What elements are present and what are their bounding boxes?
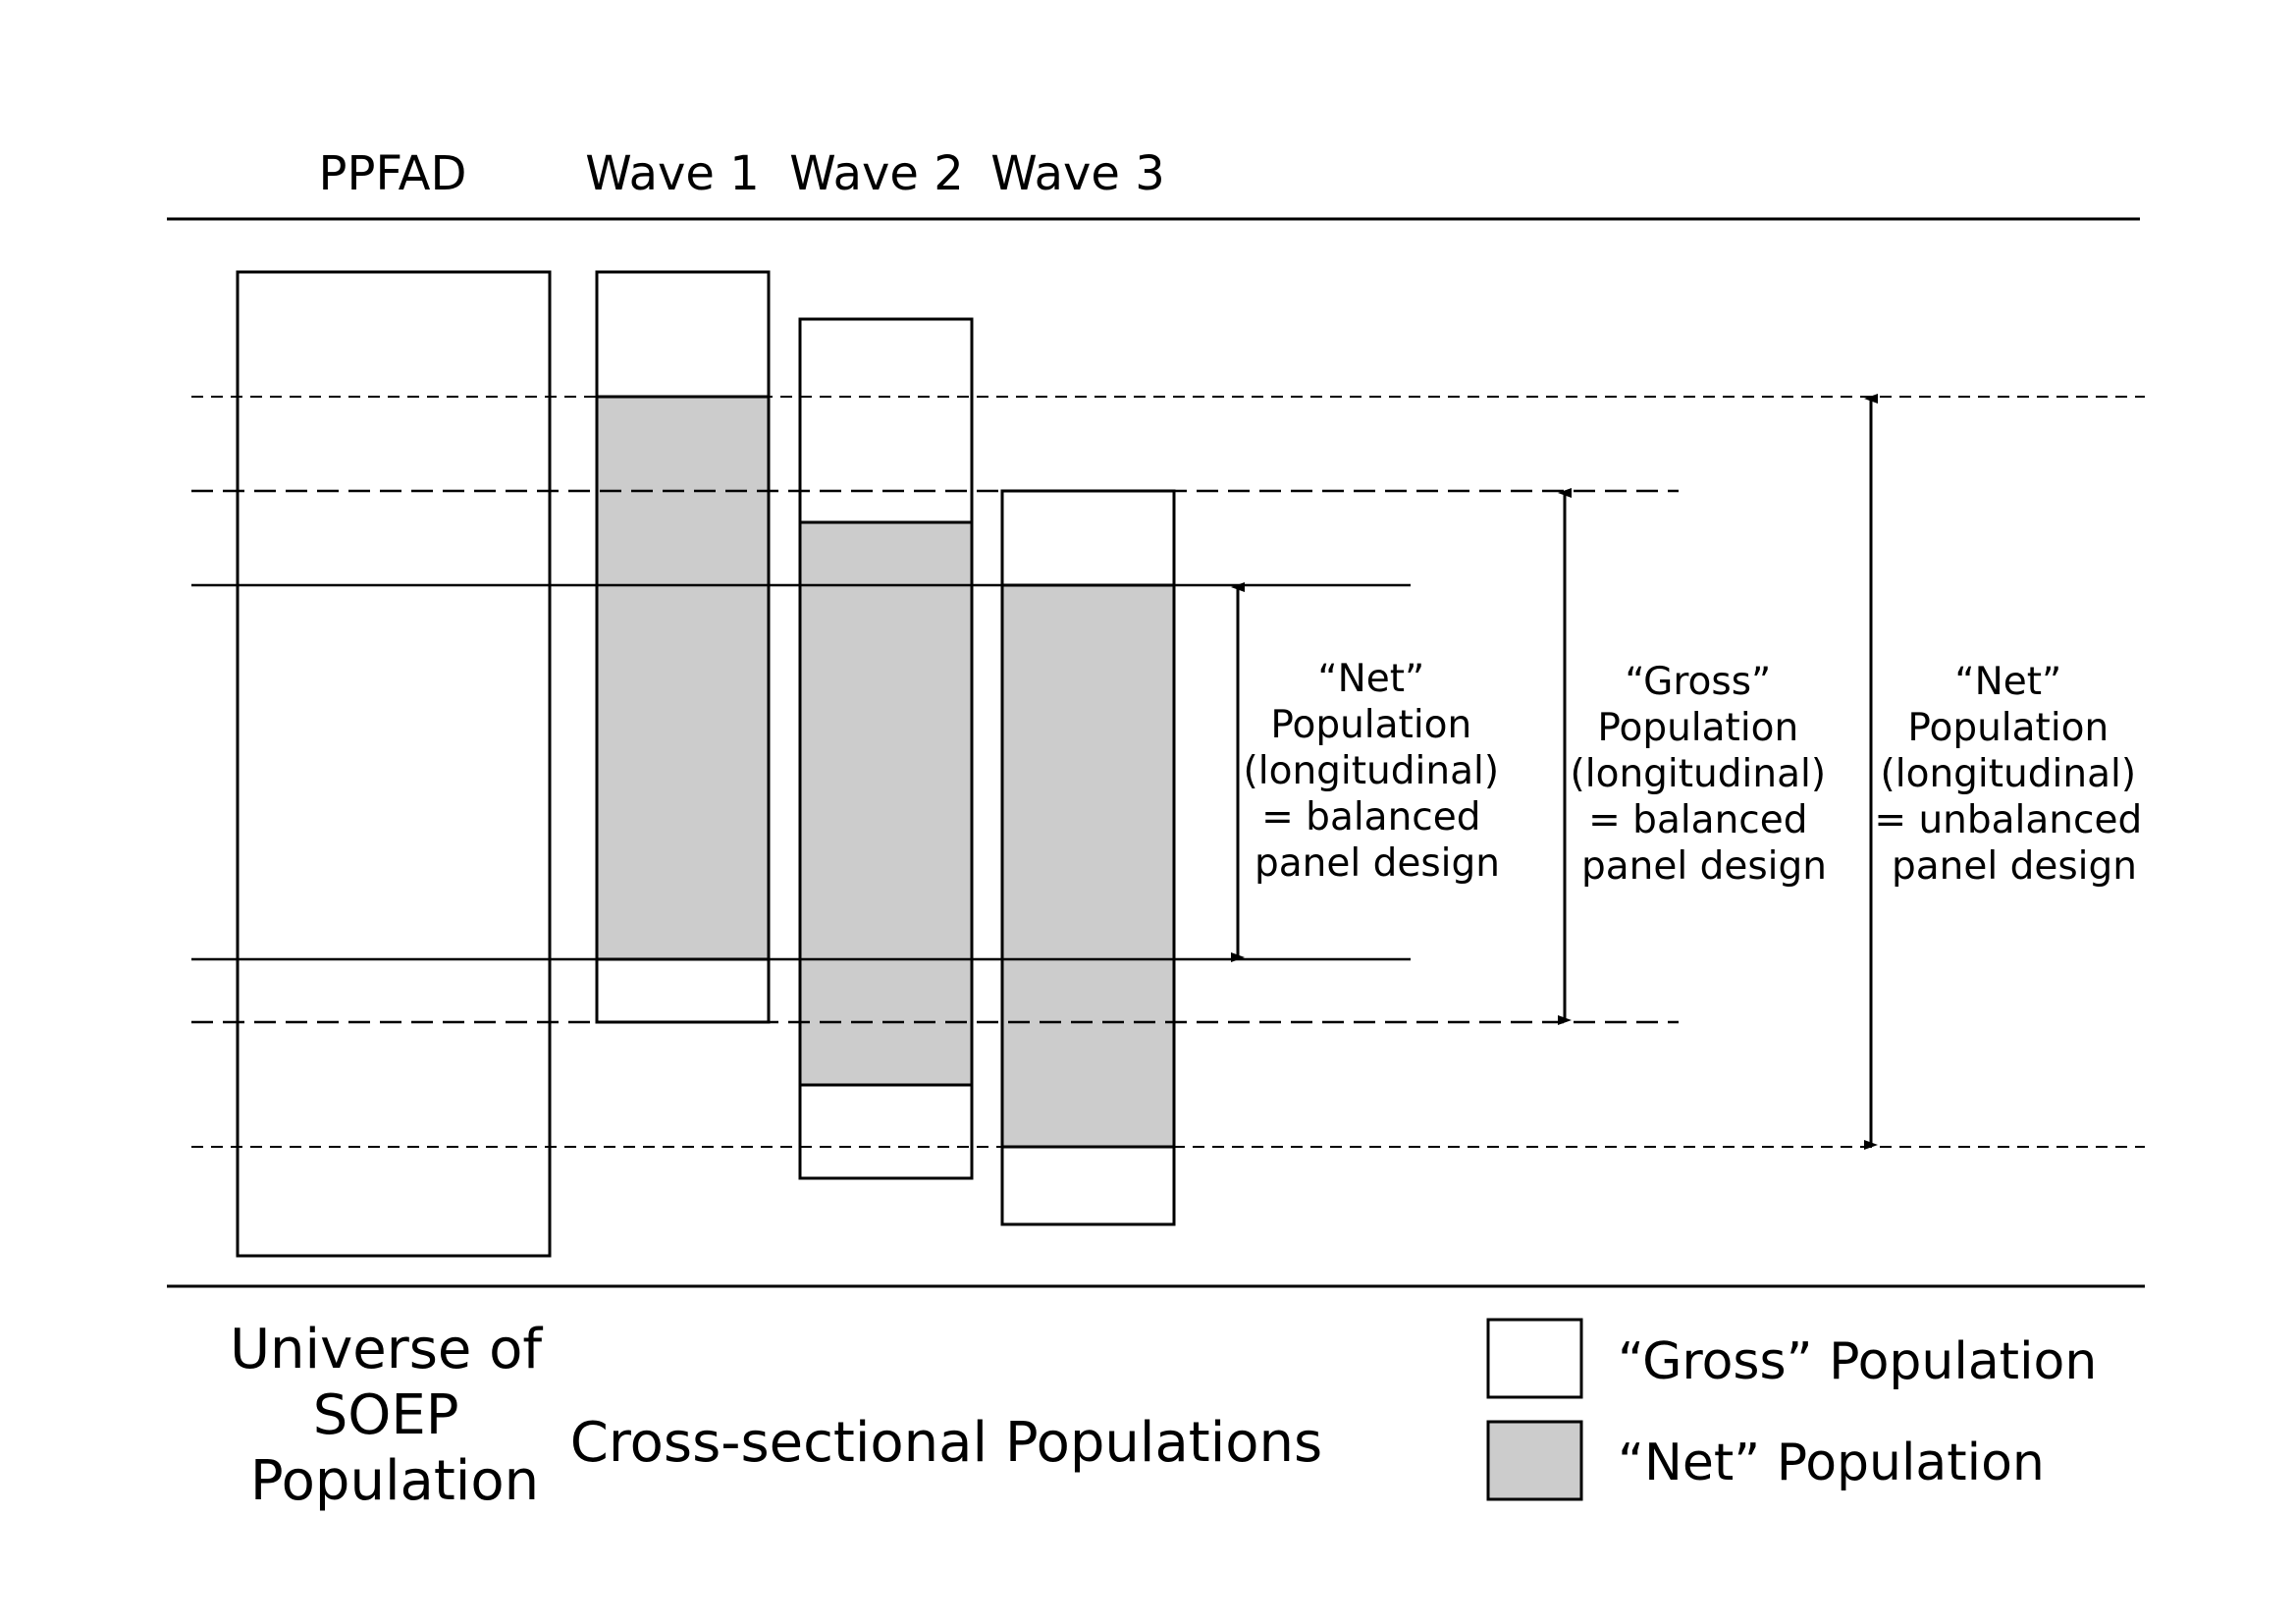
caption-cross-sectional: Cross-sectional Populations bbox=[570, 1411, 1322, 1475]
legend-net-swatch bbox=[1486, 1420, 1583, 1501]
header-wave-2: Wave 2 bbox=[789, 146, 964, 201]
header-ppfad: PPFAD bbox=[319, 146, 467, 201]
wave3-net-box bbox=[1000, 583, 1176, 1149]
header-wave-3: Wave 3 bbox=[990, 146, 1165, 201]
annotation-gross-balanced: “Gross” Population (longitudinal) = bala… bbox=[1571, 660, 1839, 889]
wave2-net-box bbox=[798, 520, 974, 1087]
legend-gross-swatch bbox=[1486, 1318, 1583, 1399]
annotation-net-unbalanced: “Net” Population (longitudinal) = unbala… bbox=[1874, 660, 2154, 889]
universe-box bbox=[236, 270, 552, 1258]
legend-net-label: “Net” Population bbox=[1618, 1434, 2045, 1492]
caption-universe: Universe of SOEP Population bbox=[230, 1318, 560, 1513]
wave1-net-box bbox=[595, 395, 771, 961]
annotation-net-balanced: “Net” Population (longitudinal) = balanc… bbox=[1244, 657, 1512, 886]
legend-gross-label: “Gross” Population bbox=[1618, 1332, 2097, 1391]
header-wave-1: Wave 1 bbox=[585, 146, 760, 201]
